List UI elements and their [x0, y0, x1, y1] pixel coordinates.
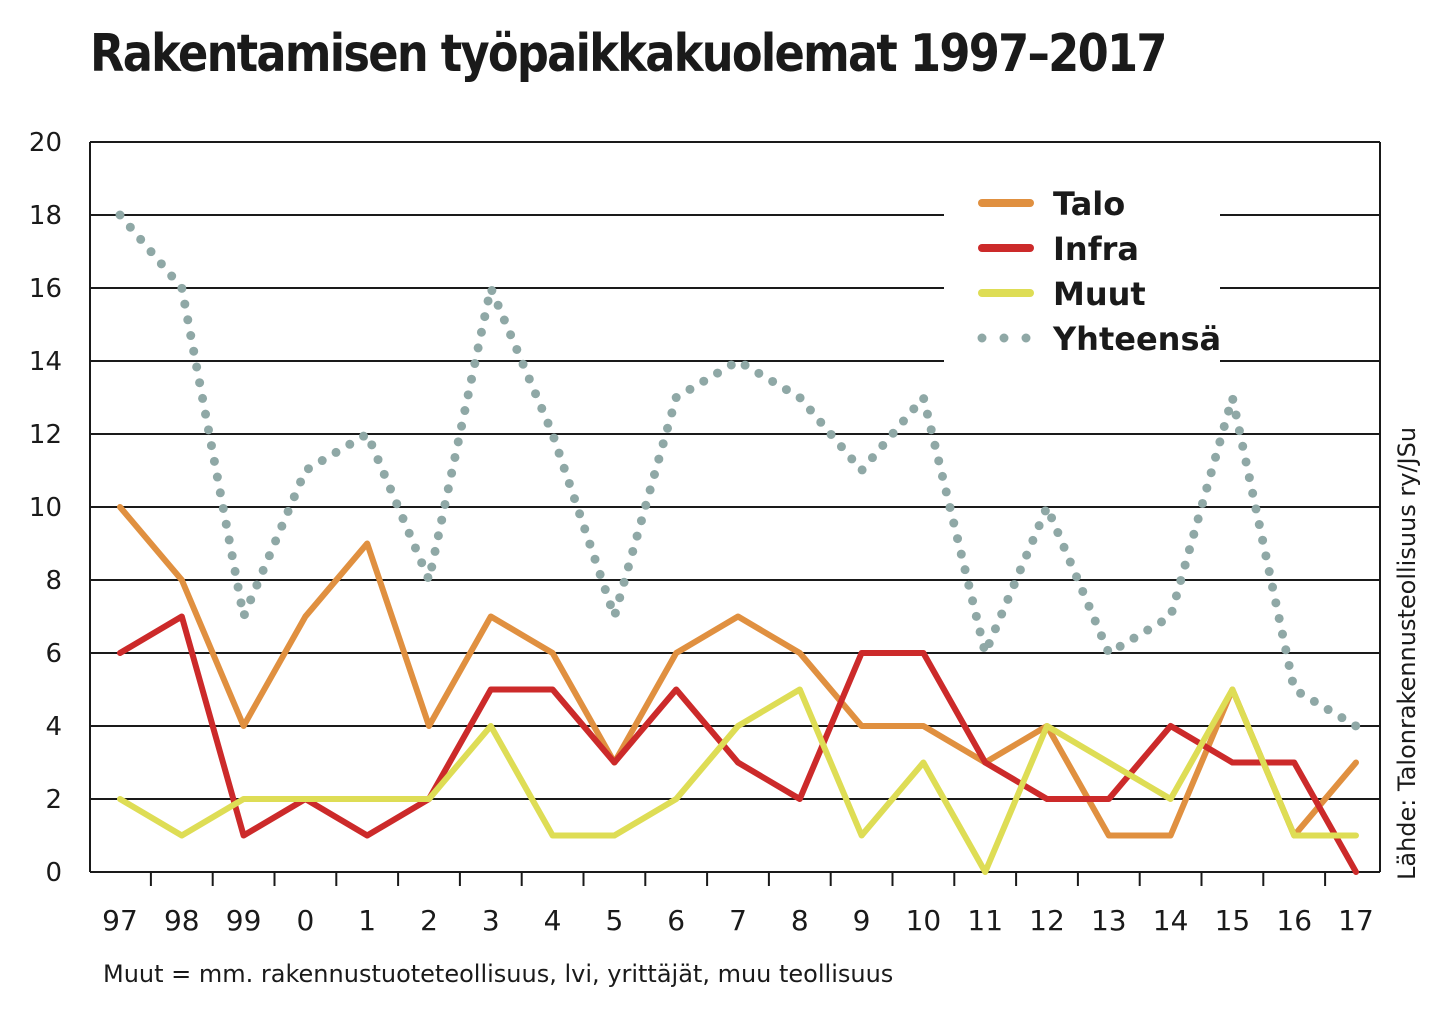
- x-tick-label: 11: [967, 904, 1003, 937]
- series-line-muut: [117, 686, 1359, 875]
- x-tick-label: 4: [544, 904, 562, 937]
- y-tick-labels: 0 2 4 6 8 10 12 14 16 18 20: [29, 128, 62, 888]
- footnote: Muut = mm. rakennustuoteteollisuus, lvi,…: [103, 960, 894, 988]
- y-tick-label: 4: [45, 712, 62, 742]
- y-tick-label: 14: [29, 347, 62, 377]
- x-tick-label: 7: [729, 904, 747, 937]
- x-tick-label: 2: [420, 904, 438, 937]
- y-tick-label: 0: [45, 858, 62, 888]
- y-tick-label: 8: [45, 566, 62, 596]
- x-tick-label: 8: [791, 904, 809, 937]
- x-tick-label: 99: [226, 904, 262, 937]
- x-tick-label: 15: [1215, 904, 1251, 937]
- legend-label: Yhteensä: [1052, 320, 1221, 358]
- chart-title: Rakentamisen työpaikkakuolemat 1997–2017: [90, 24, 1167, 84]
- x-tick-label: 3: [482, 904, 500, 937]
- series-lines: [115, 210, 1361, 875]
- source-label: Lähde: Talonrakennusteollisuus ry/JSu: [1393, 426, 1421, 880]
- x-tick-label: 12: [1029, 904, 1065, 937]
- x-tick-label: 1: [358, 904, 376, 937]
- series-line-infra: [117, 613, 1359, 875]
- x-tick-label: 0: [296, 904, 314, 937]
- y-tick-label: 6: [45, 639, 62, 669]
- legend: Talo Infra Muut Yhteensä: [944, 178, 1221, 368]
- x-tick-label: 13: [1091, 904, 1127, 937]
- x-tick-label: 14: [1153, 904, 1189, 937]
- x-tick-labels: 97 98 99 0 1 2 3 4 5 6 7 8 9 10 11 12 13 14 15 16 17: [102, 904, 1374, 937]
- y-tick-label: 18: [29, 201, 62, 231]
- x-tick-label: 10: [906, 904, 942, 937]
- series-line-talo: [117, 504, 1359, 839]
- x-tick-label: 98: [164, 904, 200, 937]
- series-line-yhteensä: [115, 210, 1361, 731]
- axes: [89, 142, 1381, 886]
- legend-label: Infra: [1053, 230, 1139, 268]
- y-tick-label: 12: [29, 420, 62, 450]
- y-tick-label: 2: [45, 785, 62, 815]
- y-tick-label: 10: [29, 493, 62, 523]
- legend-background: [944, 178, 1220, 368]
- x-tick-label: 6: [667, 904, 685, 937]
- y-tick-label: 20: [29, 128, 62, 158]
- legend-label: Muut: [1053, 275, 1146, 313]
- y-tick-label: 16: [29, 274, 62, 304]
- x-tick-label: 9: [853, 904, 871, 937]
- x-tick-label: 97: [102, 904, 138, 937]
- x-tick-label: 5: [605, 904, 623, 937]
- legend-label: Talo: [1053, 185, 1125, 223]
- x-tick-label: 17: [1338, 904, 1374, 937]
- x-tick-label: 16: [1276, 904, 1312, 937]
